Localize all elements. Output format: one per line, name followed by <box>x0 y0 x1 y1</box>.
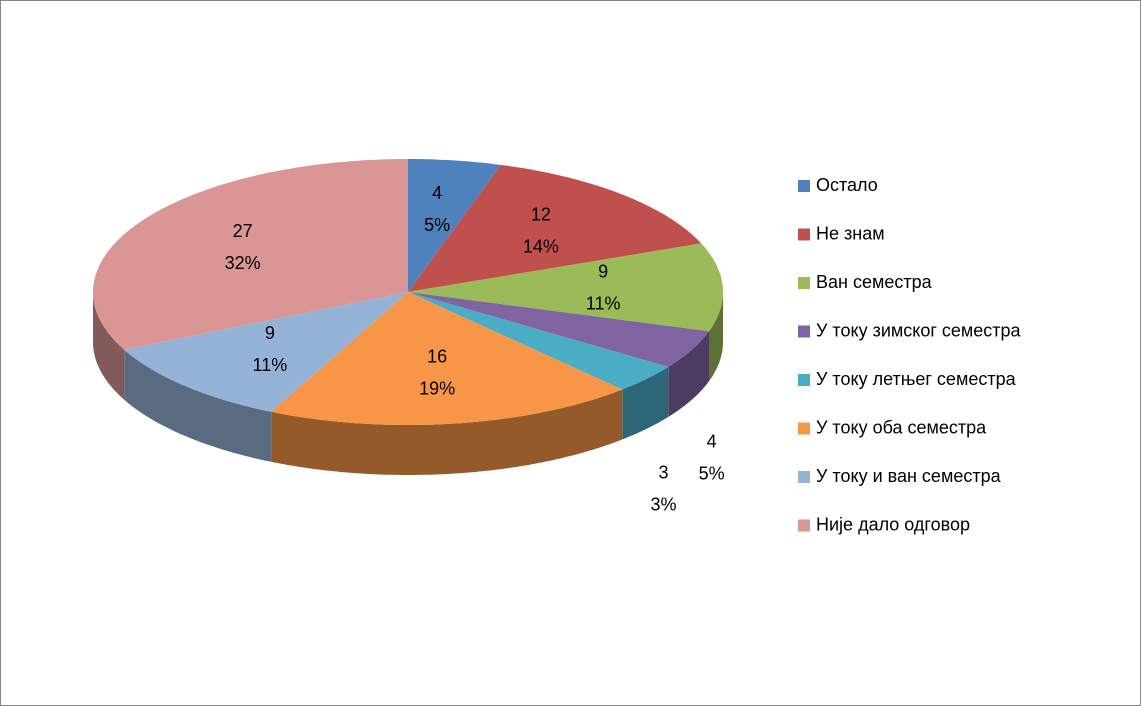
legend-label: У току летњег семестра <box>816 369 1017 389</box>
slice-side <box>124 349 272 462</box>
slice <box>408 164 702 292</box>
legend-label: Ван семестра <box>816 272 933 292</box>
legend-swatch <box>798 277 810 289</box>
percent-label: 5% <box>699 463 725 483</box>
percent-label: 3% <box>650 495 676 515</box>
legend-label: У току и ван семестра <box>816 466 1002 486</box>
legend-label: Остало <box>816 175 878 195</box>
slice-side <box>93 292 125 400</box>
legend-swatch <box>798 519 810 532</box>
slice <box>408 243 723 332</box>
percent-label: 11% <box>253 355 288 375</box>
percent-label: 5% <box>424 215 450 235</box>
slice-side <box>622 366 669 440</box>
legend-swatch <box>798 228 810 241</box>
legend-swatch <box>798 471 810 483</box>
data-label: 16 <box>427 346 447 366</box>
slice-side <box>271 389 623 475</box>
legend-swatch <box>798 374 810 386</box>
slice <box>124 292 408 412</box>
slice <box>408 159 501 292</box>
slice-side <box>668 331 709 417</box>
percent-label: 19% <box>419 378 455 398</box>
data-label: 9 <box>598 262 608 282</box>
legend-swatch <box>798 422 810 435</box>
slice <box>408 292 709 367</box>
legend-label: Није дало одговор <box>816 514 970 534</box>
percent-label: 14% <box>523 236 559 256</box>
percent-label: 32% <box>225 253 261 273</box>
data-label: 4 <box>707 431 717 451</box>
slice-side <box>709 292 723 382</box>
data-label: 3 <box>658 463 668 483</box>
data-label: 12 <box>531 204 551 224</box>
slice <box>93 159 408 350</box>
slice <box>271 292 623 425</box>
data-label: 9 <box>265 323 275 343</box>
legend-label: У току зимског семестра <box>816 320 1022 340</box>
legend-swatch <box>798 180 810 192</box>
data-label: 4 <box>432 183 442 203</box>
data-label: 27 <box>233 221 253 241</box>
legend-label: У току оба семестра <box>816 417 987 437</box>
slice <box>408 292 669 390</box>
legend-label: Не знам <box>816 223 885 243</box>
legend-swatch <box>798 325 810 338</box>
percent-label: 11% <box>586 294 621 314</box>
